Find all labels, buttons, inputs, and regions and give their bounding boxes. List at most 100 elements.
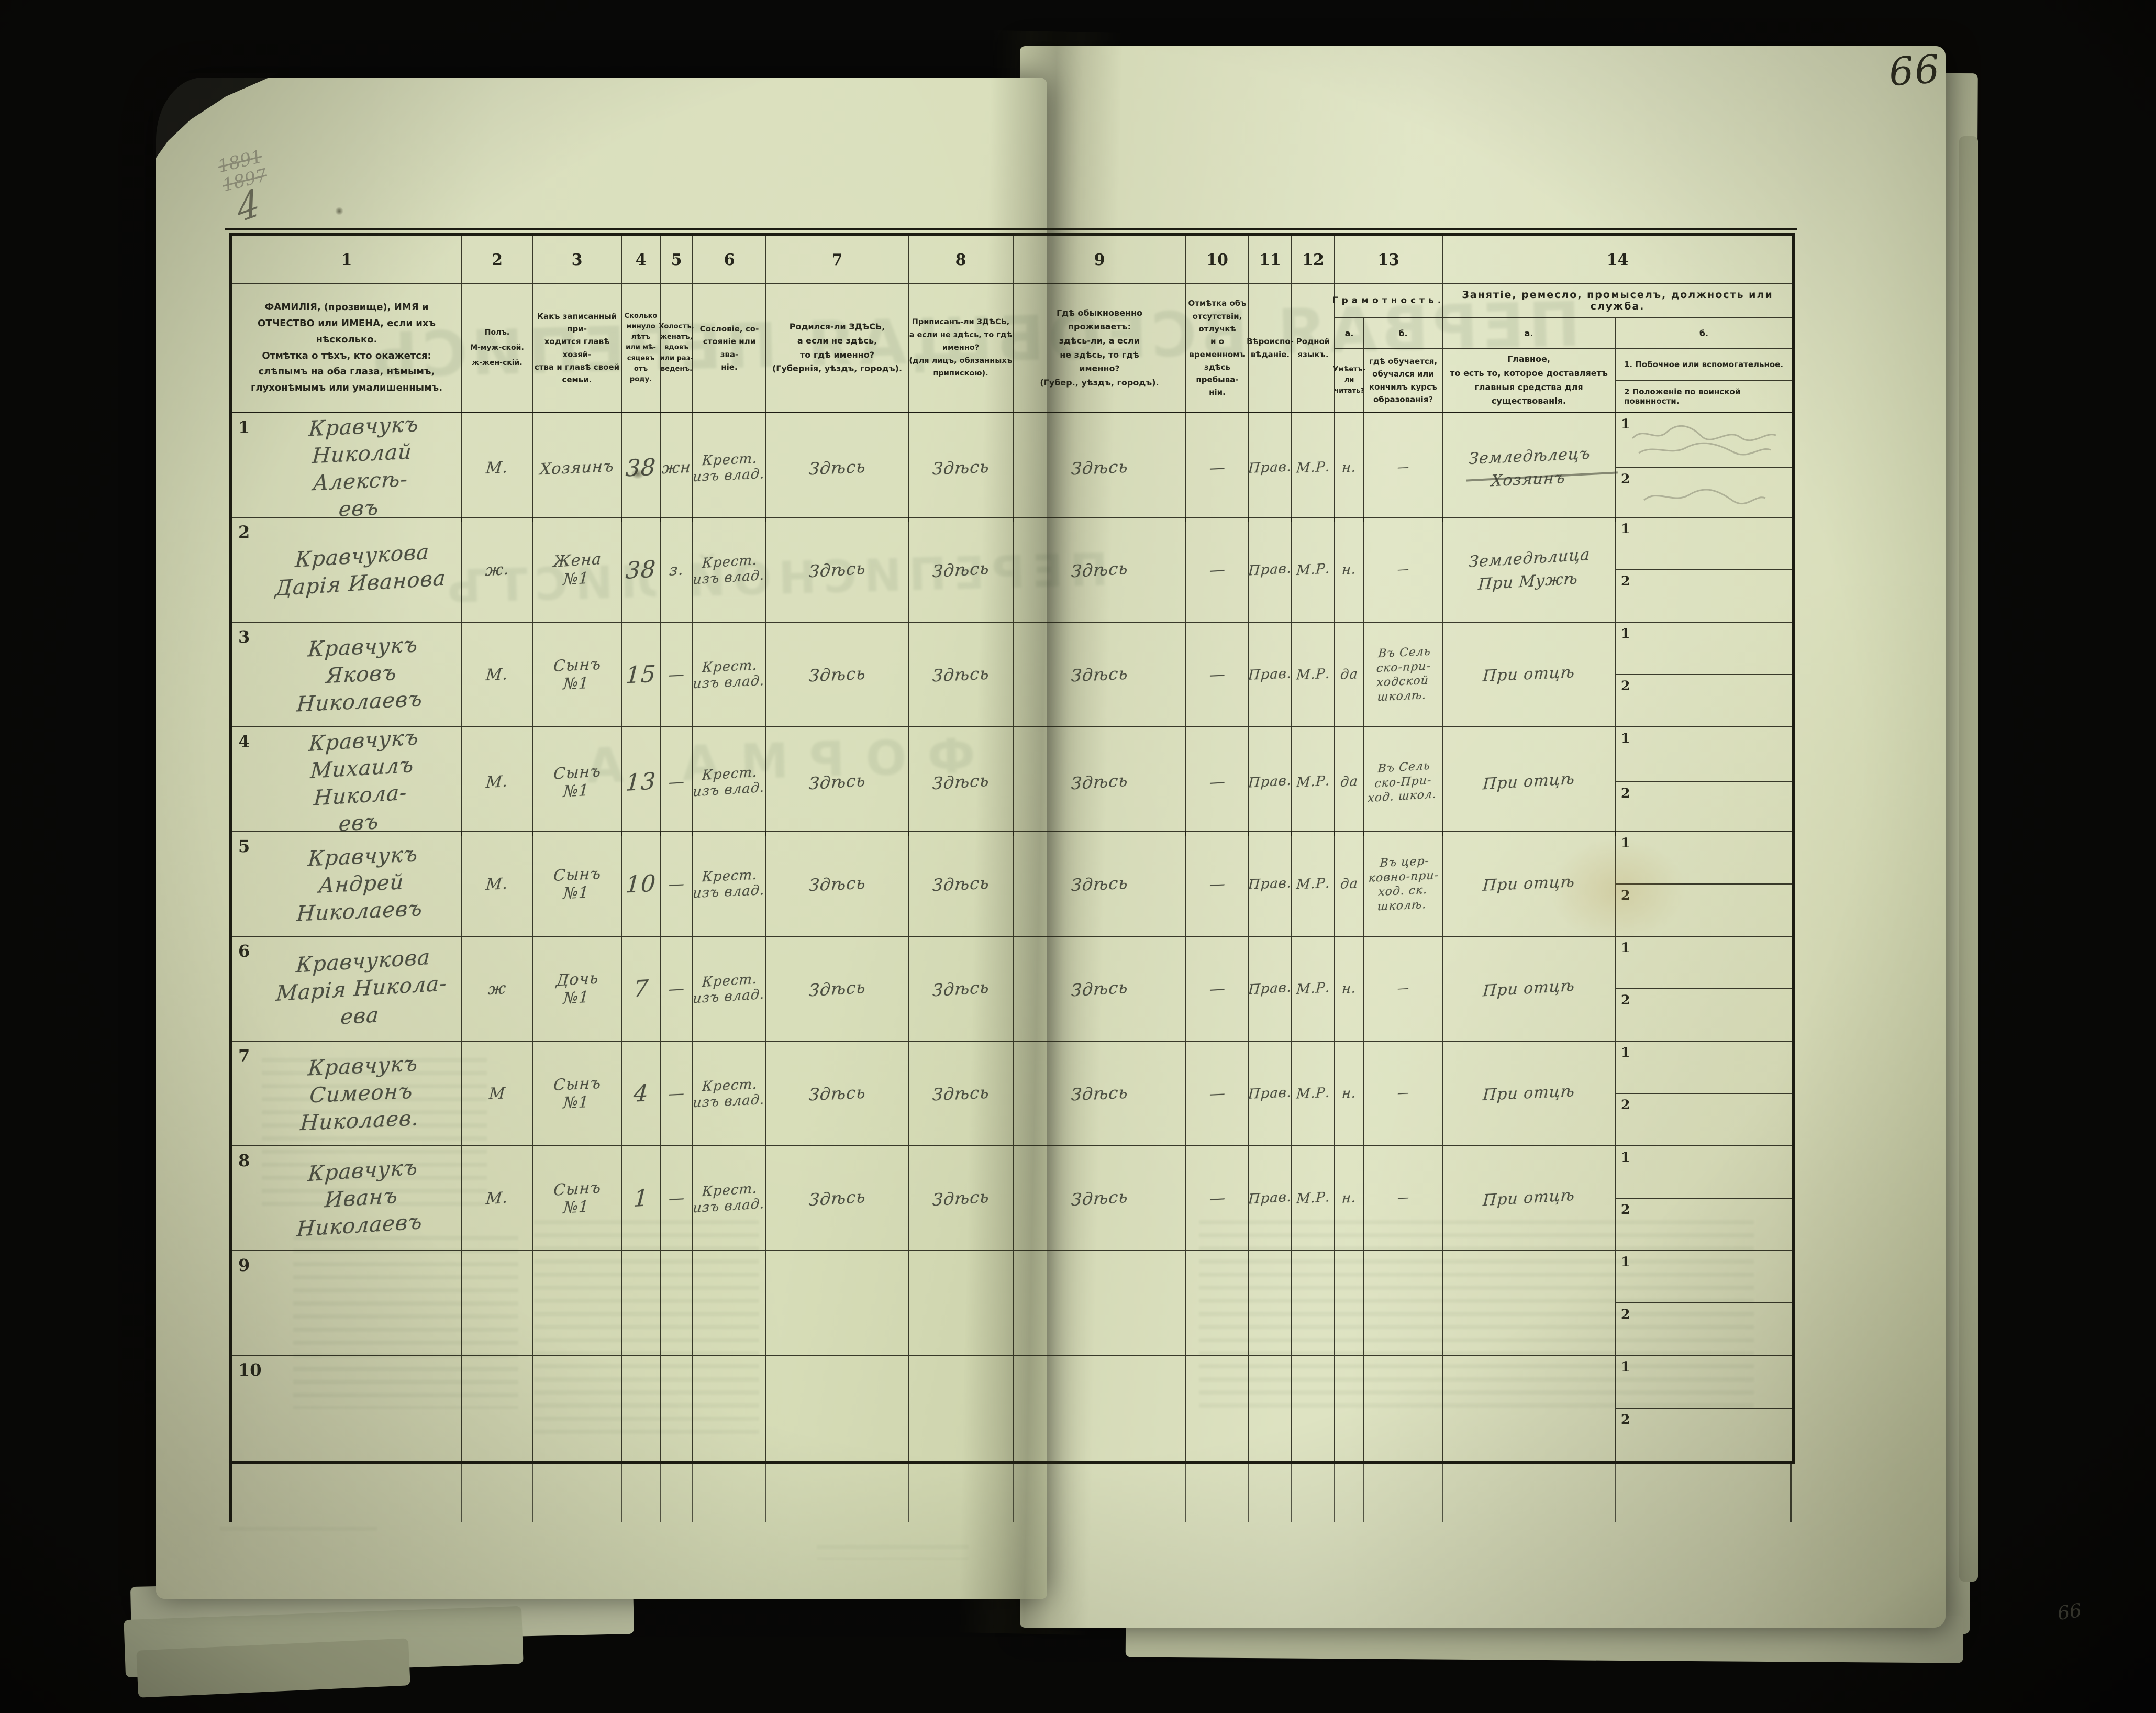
section-label-1: 1 bbox=[1621, 731, 1630, 746]
value-name: Кравчукова Марія Никола- ева bbox=[275, 945, 448, 1030]
cell-language bbox=[1292, 1356, 1335, 1461]
cell-sex: М. bbox=[462, 727, 533, 836]
cell-registered-here: Здѣсь bbox=[909, 1042, 1014, 1145]
cell-occupation-main: Земледѣлица При Мужѣ bbox=[1443, 518, 1616, 622]
header-language: Родной языкъ. bbox=[1292, 284, 1335, 412]
cell-estate: Крест. изъ влад. bbox=[692, 1042, 766, 1145]
header-marital: Холостъ, женатъ, вдовъ или раз- веденъ. bbox=[659, 284, 694, 412]
cell-language: М.Р. bbox=[1292, 1146, 1335, 1250]
occupation-side-2: 2 bbox=[1616, 883, 1792, 936]
section-label-2: 2 bbox=[1621, 786, 1630, 801]
occupation-side-1: 1 bbox=[1616, 413, 1792, 467]
cell-language: М.Р. bbox=[1292, 937, 1335, 1041]
cell-literacy-school: — bbox=[1364, 937, 1443, 1041]
cell-religion: Прав. bbox=[1248, 518, 1292, 622]
cell-name: 9 bbox=[232, 1251, 462, 1355]
cell-religion: Прав. bbox=[1248, 623, 1292, 726]
occupation-side-2: 2 bbox=[1616, 674, 1792, 726]
header-relation: Какъ записанный при- ходится главѣ хозяй… bbox=[533, 284, 622, 412]
cell-estate: Крест. изъ влад. bbox=[693, 518, 766, 622]
occupation-side-2: 2 bbox=[1616, 781, 1792, 836]
cell-name: 10 bbox=[232, 1356, 462, 1461]
cell-literacy-school: — bbox=[1364, 1146, 1443, 1250]
cell-occupation-side: 1 2 bbox=[1616, 1251, 1792, 1355]
header-occupation-side-1: 1. Побочное или вспомогательное. bbox=[1624, 360, 1784, 370]
section-label-1: 1 bbox=[1621, 1359, 1630, 1374]
header-occupation-title: Занятіе, ремесло, промыселъ, должность и… bbox=[1443, 284, 1792, 318]
cell-occupation-side: 1 2 bbox=[1616, 518, 1792, 622]
cell-age bbox=[622, 1356, 661, 1461]
column-number: 4 bbox=[622, 236, 661, 284]
table-header: 1 2 3 4 5 6 7 8 9 10 11 12 13 14 ФАМИЛІЯ… bbox=[232, 236, 1792, 413]
cell-name: 3 Кравчукъ Яковъ Николаевъ bbox=[232, 623, 462, 726]
table-row: 7 Кравчукъ Симеонъ Николаев. М Сынъ №1 4… bbox=[232, 1042, 1792, 1146]
cell-occupation-main: При отцѣ bbox=[1443, 832, 1616, 936]
cell-absence: — bbox=[1186, 832, 1249, 936]
header-occupation-main: Главное, то есть то, которое доставляетъ… bbox=[1443, 349, 1616, 412]
cell-age: 7 bbox=[622, 937, 661, 1041]
occupation-side-1: 1 bbox=[1616, 832, 1792, 883]
header-literacy-b-label: б. bbox=[1364, 318, 1443, 349]
cell-absence bbox=[1186, 1356, 1249, 1461]
cell-literacy-school: — bbox=[1364, 413, 1443, 522]
census-table: 1 2 3 4 5 6 7 8 9 10 11 12 13 14 ФАМИЛІЯ… bbox=[225, 228, 1797, 1464]
occupation-side-1: 1 bbox=[1616, 1356, 1792, 1408]
section-label-1: 1 bbox=[1621, 416, 1630, 432]
cell-born-here: Здѣсь bbox=[766, 832, 909, 936]
cell-registered-here: Здѣсь bbox=[909, 623, 1014, 726]
cell-residence: Здѣсь bbox=[1014, 413, 1186, 522]
table-row: 8 Кравчукъ Иванъ Николаевъ М. Сынъ №1 1 … bbox=[232, 1146, 1792, 1251]
cell-residence: Здѣсь bbox=[1014, 1042, 1186, 1145]
cell-marital: — bbox=[661, 1146, 693, 1250]
occupation-side-2: 2 bbox=[1616, 988, 1792, 1041]
column-number: 13 bbox=[1335, 236, 1443, 284]
section-label-2: 2 bbox=[1621, 992, 1630, 1008]
cell-name: 5 Кравчукъ Андрей Николаевъ bbox=[232, 832, 462, 936]
cell-literacy-read bbox=[1335, 1251, 1364, 1355]
row-number: 7 bbox=[238, 1046, 250, 1066]
cell-language: М.Р. bbox=[1292, 1042, 1335, 1145]
cell-occupation-side: 1 2 bbox=[1616, 623, 1792, 726]
occupation-side-2: 2 bbox=[1616, 467, 1792, 522]
value-name: Кравчукъ Андрей Николаевъ bbox=[296, 842, 424, 926]
cell-residence: Здѣсь bbox=[1014, 832, 1186, 936]
cell-sex: М bbox=[462, 1042, 533, 1145]
row-number: 10 bbox=[238, 1360, 262, 1380]
cell-occupation-main: При отцѣ bbox=[1443, 727, 1616, 836]
cell-religion: Прав. bbox=[1248, 1146, 1292, 1250]
table-row: 10 1 2 bbox=[232, 1356, 1792, 1461]
cell-marital: з. bbox=[661, 518, 693, 622]
cell-absence: — bbox=[1186, 623, 1249, 726]
table-row: 1 Кравчукъ Николай Алексѣ- евъ М. Хозяин… bbox=[232, 412, 1792, 522]
cell-marital: — bbox=[661, 937, 693, 1041]
cell-age: 10 bbox=[622, 832, 661, 936]
cell-estate bbox=[693, 1251, 766, 1355]
cell-literacy-read: н. bbox=[1335, 413, 1364, 522]
column-number: 10 bbox=[1186, 236, 1249, 284]
section-label-2: 2 bbox=[1621, 1097, 1630, 1112]
value-name: Кравчукъ Яковъ Николаевъ bbox=[296, 633, 424, 717]
table-row: 9 1 2 bbox=[232, 1251, 1792, 1356]
column-number: 2 bbox=[462, 236, 533, 284]
cell-born-here bbox=[766, 1251, 909, 1355]
section-label-2: 2 bbox=[1621, 573, 1630, 589]
cell-absence: — bbox=[1186, 1042, 1249, 1145]
cell-relation bbox=[533, 1251, 622, 1355]
header-name: ФАМИЛІЯ, (прозвище), ИМЯ и ОТЧЕСТВО или … bbox=[232, 284, 462, 412]
cell-religion: Прав. bbox=[1248, 1042, 1292, 1145]
cell-name: 8 Кравчукъ Иванъ Николаевъ bbox=[232, 1146, 462, 1250]
occupation-side-2: 2 bbox=[1616, 1093, 1792, 1145]
cell-born-here: Здѣсь bbox=[766, 518, 909, 622]
cell-residence bbox=[1014, 1356, 1186, 1461]
occupation-side-1: 1 bbox=[1616, 1251, 1792, 1302]
cell-born-here: Здѣсь bbox=[766, 937, 909, 1041]
table-line-extensions bbox=[229, 1462, 1792, 1522]
value-name: Кравчукова Дарія Иванова bbox=[274, 539, 447, 601]
cell-relation: Сынъ №1 bbox=[533, 623, 622, 726]
occupation-side-2: 2 bbox=[1616, 1302, 1792, 1355]
occupation-side-2: 2 bbox=[1616, 569, 1792, 622]
section-label-1: 1 bbox=[1621, 835, 1630, 850]
cell-religion: Прав. bbox=[1248, 937, 1292, 1041]
section-label-2: 2 bbox=[1621, 888, 1630, 903]
cell-sex: М. bbox=[462, 413, 533, 522]
